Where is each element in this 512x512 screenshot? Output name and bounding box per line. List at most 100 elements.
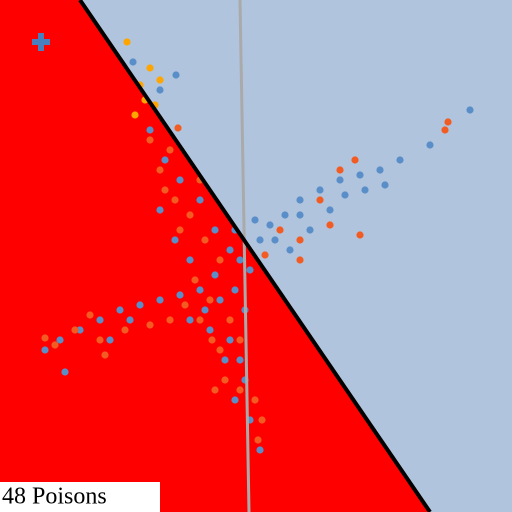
point xyxy=(376,166,384,174)
point xyxy=(256,236,264,244)
point xyxy=(316,196,324,204)
point xyxy=(326,221,334,229)
point xyxy=(156,166,164,174)
points xyxy=(32,33,474,454)
point xyxy=(296,196,304,204)
point xyxy=(186,211,194,219)
point xyxy=(356,171,364,179)
point xyxy=(206,326,214,334)
reference-line xyxy=(238,0,251,512)
point xyxy=(146,136,154,144)
point xyxy=(286,246,294,254)
point xyxy=(336,166,344,174)
annotation: 48 Poisons xyxy=(2,484,107,510)
point xyxy=(326,206,334,214)
point xyxy=(161,156,169,164)
point xyxy=(231,286,239,294)
point xyxy=(172,71,180,79)
annotation-box xyxy=(0,482,160,512)
point xyxy=(41,346,49,354)
point xyxy=(351,156,359,164)
point xyxy=(176,226,184,234)
point xyxy=(56,336,64,344)
point xyxy=(361,186,369,194)
point xyxy=(281,211,289,219)
point xyxy=(236,256,244,264)
point xyxy=(156,296,164,304)
point xyxy=(136,301,144,309)
point xyxy=(86,311,94,319)
point xyxy=(211,271,219,279)
point xyxy=(61,368,69,376)
point xyxy=(256,446,264,454)
point xyxy=(221,356,229,364)
point xyxy=(254,436,262,444)
point xyxy=(208,336,216,344)
point xyxy=(356,231,364,239)
point xyxy=(186,316,194,324)
point xyxy=(236,356,244,364)
point xyxy=(226,316,234,324)
point xyxy=(196,286,204,294)
point xyxy=(251,396,259,404)
point xyxy=(196,196,204,204)
point xyxy=(96,316,104,324)
point xyxy=(126,316,134,324)
point xyxy=(174,124,182,132)
point xyxy=(216,256,224,264)
point xyxy=(236,386,244,394)
point xyxy=(191,276,199,284)
point xyxy=(176,176,184,184)
point xyxy=(76,326,84,334)
point xyxy=(276,226,284,234)
point xyxy=(444,118,452,126)
point xyxy=(123,38,131,46)
point xyxy=(258,416,266,424)
point xyxy=(396,156,404,164)
point xyxy=(146,321,154,329)
point xyxy=(196,316,204,324)
point xyxy=(161,186,169,194)
point xyxy=(156,86,164,94)
point xyxy=(221,376,229,384)
point xyxy=(316,186,324,194)
plus-marker xyxy=(32,33,50,51)
point xyxy=(426,141,434,149)
point xyxy=(41,334,49,342)
point xyxy=(121,326,129,334)
point xyxy=(336,176,344,184)
point xyxy=(226,246,234,254)
point xyxy=(156,76,164,84)
point xyxy=(129,58,137,66)
point xyxy=(246,266,254,274)
point xyxy=(146,64,154,72)
point xyxy=(236,336,244,344)
point xyxy=(271,236,279,244)
point xyxy=(216,296,224,304)
point xyxy=(296,236,304,244)
point xyxy=(211,226,219,234)
point xyxy=(296,256,304,264)
point xyxy=(166,316,174,324)
point xyxy=(106,336,114,344)
point xyxy=(51,341,59,349)
point xyxy=(171,236,179,244)
point xyxy=(186,256,194,264)
point xyxy=(181,301,189,309)
point xyxy=(176,291,184,299)
point xyxy=(101,351,109,359)
point xyxy=(156,206,164,214)
point xyxy=(131,111,139,119)
point xyxy=(211,386,219,394)
point xyxy=(166,146,174,154)
point xyxy=(116,306,124,314)
point xyxy=(206,296,214,304)
decision-boundary xyxy=(78,0,432,512)
point xyxy=(201,236,209,244)
point xyxy=(71,326,79,334)
point xyxy=(381,181,389,189)
region-red xyxy=(0,0,430,512)
point xyxy=(266,221,274,229)
point xyxy=(96,336,104,344)
